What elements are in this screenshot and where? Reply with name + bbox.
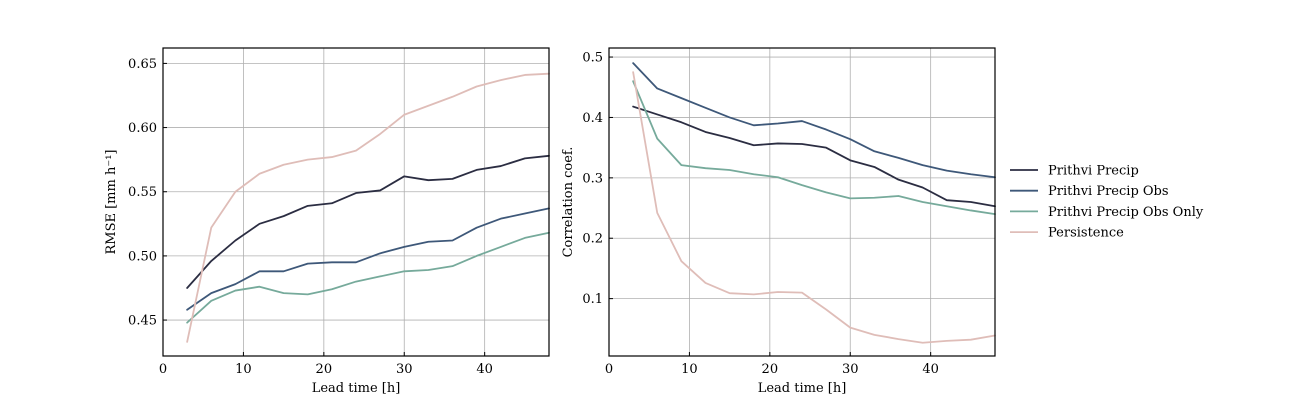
axes-frame	[162, 47, 550, 357]
legend-label: Prithvi Precip Obs Only	[1048, 205, 1204, 220]
y-tick-label: 0.65	[128, 57, 157, 72]
series-line-persistence	[632, 71, 996, 344]
legend-label: Persistence	[1048, 226, 1124, 241]
correlation-panel: 0 10 20 30 40 0.1 0.2 0.3 0.4 0.5 Lead time [h] Cor…	[561, 47, 996, 396]
series-line-prithvi-precip	[632, 105, 996, 208]
x-tick-label: 0	[605, 362, 613, 377]
series-line-prithvi-precip-obs-only	[186, 231, 550, 324]
y-tick-label: 0.55	[128, 185, 157, 200]
y-tick-label: 0.2	[582, 232, 603, 247]
series-line-prithvi-precip-obs	[186, 207, 550, 311]
x-axis-label: Lead time [h]	[312, 381, 401, 396]
series-line-persistence	[186, 72, 550, 343]
y-tick-label: 0.50	[128, 249, 157, 264]
x-tick-label: 20	[316, 362, 333, 377]
legend-label: Prithvi Precip	[1048, 164, 1139, 179]
series-line-prithvi-precip	[186, 154, 550, 289]
x-tick-label: 30	[396, 362, 413, 377]
x-axis-label: Lead time [h]	[758, 381, 847, 396]
legend-label: Prithvi Precip Obs	[1048, 184, 1169, 199]
x-tick-label: 40	[476, 362, 493, 377]
x-tick-label: 10	[235, 362, 252, 377]
y-axis-label: Correlation coef.	[561, 147, 576, 258]
x-tick-label: 40	[922, 362, 939, 377]
y-tick-label: 0.3	[582, 171, 603, 186]
rmse-panel: 0 10 20 30 40 0.45 0.50 0.55 0.60 0.65 Lead time […	[104, 47, 550, 396]
y-tick-label: 0.5	[582, 51, 603, 66]
x-tick-label: 30	[842, 362, 859, 377]
legend: Prithvi Precip Prithvi Precip Obs Prithvi …	[1010, 164, 1204, 241]
x-tick-label: 10	[681, 362, 698, 377]
series-line-prithvi-precip-obs	[632, 62, 996, 179]
axes-frame	[608, 47, 996, 357]
x-tick-label: 20	[762, 362, 779, 377]
y-tick-label: 0.60	[128, 121, 157, 136]
x-tick-label: 0	[159, 362, 167, 377]
y-tick-label: 0.45	[128, 314, 157, 329]
y-axis-label: RMSE [mm h⁻¹]	[104, 149, 119, 254]
series-line-prithvi-precip-obs-only	[632, 80, 996, 215]
y-tick-label: 0.1	[582, 292, 603, 307]
y-tick-label: 0.4	[582, 111, 603, 126]
